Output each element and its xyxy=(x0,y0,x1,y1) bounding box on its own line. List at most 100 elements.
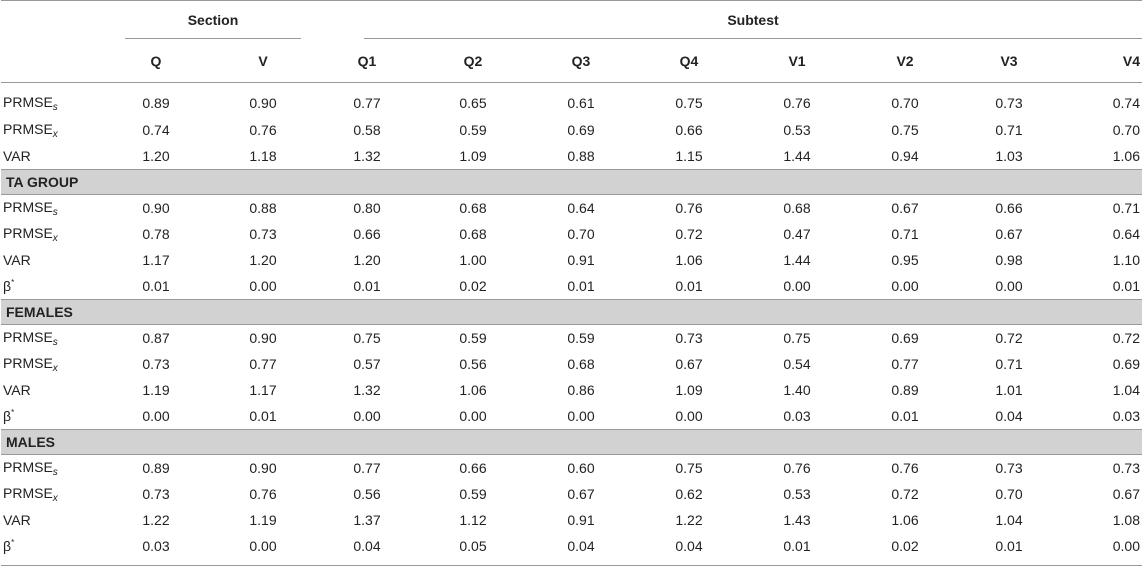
group-name: TA GROUP xyxy=(1,169,1142,195)
table-cell: 0.68 xyxy=(459,200,487,216)
table-cell: 0.80 xyxy=(353,200,381,216)
table-cell: 0.76 xyxy=(783,460,811,476)
table-cell: 1.22 xyxy=(675,512,703,528)
table-cell: 0.60 xyxy=(567,460,595,476)
col-header-v4: V4 xyxy=(1059,39,1142,83)
table-cell: 1.19 xyxy=(142,382,170,398)
table-cell: 0.78 xyxy=(142,226,170,242)
table-cell: 0.73 xyxy=(1112,460,1140,476)
table-cell: 1.19 xyxy=(249,512,277,528)
row-label: VAR xyxy=(3,252,31,268)
group-header: FEMALES xyxy=(1,299,1142,325)
table-row: β* 0.01 0.00 0.01 0.02 0.01 0.01 0.00 0.00 0.00 0.… xyxy=(1,273,1142,300)
table-cell: 0.02 xyxy=(891,538,919,554)
table-cell: 0.01 xyxy=(142,278,170,294)
group-header-row: Section Subtest xyxy=(1,1,1142,39)
table-cell: 0.76 xyxy=(891,460,919,476)
table-cell: 0.90 xyxy=(142,200,170,216)
table-cell: 0.66 xyxy=(675,122,703,138)
table-cell: 1.12 xyxy=(459,512,487,528)
col-header-v1: V1 xyxy=(743,39,851,83)
table-cell: 0.73 xyxy=(675,330,703,346)
table-row: VAR 1.22 1.19 1.37 1.12 0.91 1.22 1.43 1.06 1.04 1… xyxy=(1,507,1142,533)
table-cell: 0.03 xyxy=(783,408,811,424)
row-label: VAR xyxy=(3,148,31,164)
table-cell: 0.71 xyxy=(891,226,919,242)
table-cell: 0.53 xyxy=(783,122,811,138)
table-cell: 1.37 xyxy=(353,512,381,528)
table-cell: 0.73 xyxy=(142,356,170,372)
table-cell: 1.32 xyxy=(353,382,381,398)
table-cell: 0.02 xyxy=(459,278,487,294)
row-label: PRMSEs xyxy=(3,93,58,113)
table-cell: 0.61 xyxy=(567,95,595,111)
column-header-row: Q V Q1 Q2 Q3 Q4 V1 V2 V3 V4 xyxy=(1,39,1142,83)
row-label: PRMSEx xyxy=(3,484,58,504)
table-cell: 1.22 xyxy=(142,512,170,528)
table-row: β* 0.00 0.01 0.00 0.00 0.00 0.00 0.03 0.01 0.04 0.… xyxy=(1,403,1142,430)
table-cell: 1.44 xyxy=(783,252,811,268)
col-header-q3: Q3 xyxy=(527,39,635,83)
table-cell: 1.32 xyxy=(353,148,381,164)
table-cell: 0.75 xyxy=(783,330,811,346)
row-label: VAR xyxy=(3,382,31,398)
table-cell: 0.47 xyxy=(783,226,811,242)
table-cell: 0.67 xyxy=(675,356,703,372)
col-header-q: Q xyxy=(101,39,211,83)
table-cell: 0.04 xyxy=(675,538,703,554)
table-cell: 0.00 xyxy=(353,408,381,424)
table-cell: 0.94 xyxy=(891,148,919,164)
table-cell: 0.04 xyxy=(353,538,381,554)
table-cell: 1.00 xyxy=(459,252,487,268)
table-row: PRMSEx 0.78 0.73 0.66 0.68 0.70 0.72 0.47 0.71 0.… xyxy=(1,221,1142,247)
table-cell: 0.73 xyxy=(995,460,1023,476)
table-cell: 0.98 xyxy=(995,252,1023,268)
table-cell: 0.00 xyxy=(142,408,170,424)
table-cell: 0.01 xyxy=(567,278,595,294)
table-cell: 1.17 xyxy=(249,382,277,398)
table-cell: 0.75 xyxy=(675,460,703,476)
table-cell: 0.59 xyxy=(459,330,487,346)
table-cell: 0.75 xyxy=(675,95,703,111)
table-row: PRMSEs 0.89 0.90 0.77 0.65 0.61 0.75 0.76 0.70 0.… xyxy=(1,83,1142,118)
table-cell: 1.17 xyxy=(142,252,170,268)
table-cell: 0.05 xyxy=(459,538,487,554)
table-cell: 0.57 xyxy=(353,356,381,372)
col-header-q2: Q2 xyxy=(419,39,527,83)
table-cell: 0.00 xyxy=(891,278,919,294)
section-group-header: Section xyxy=(101,1,315,39)
col-header-q1: Q1 xyxy=(315,39,419,83)
table-cell: 1.06 xyxy=(459,382,487,398)
table-cell: 0.59 xyxy=(459,486,487,502)
table-cell: 0.70 xyxy=(567,226,595,242)
table-cell: 0.76 xyxy=(249,486,277,502)
table-row: VAR 1.17 1.20 1.20 1.00 0.91 1.06 1.44 0.95 0.98 1… xyxy=(1,247,1142,273)
table-cell: 0.74 xyxy=(1112,95,1140,111)
table-cell: 0.64 xyxy=(1112,226,1140,242)
table-cell: 0.68 xyxy=(567,356,595,372)
table-cell: 0.00 xyxy=(675,408,703,424)
table-cell: 0.00 xyxy=(567,408,595,424)
table-cell: 0.75 xyxy=(891,122,919,138)
table-cell: 1.20 xyxy=(249,252,277,268)
table-cell: 0.75 xyxy=(353,330,381,346)
table-cell: 1.06 xyxy=(1112,148,1140,164)
table-cell: 1.08 xyxy=(1112,512,1140,528)
table-cell: 0.70 xyxy=(995,486,1023,502)
table-cell: 0.73 xyxy=(995,95,1023,111)
table-cell: 0.67 xyxy=(567,486,595,502)
table-cell: 0.01 xyxy=(995,538,1023,554)
table-cell: 0.72 xyxy=(675,226,703,242)
table-cell: 0.01 xyxy=(353,278,381,294)
table-cell: 0.59 xyxy=(459,122,487,138)
table-cell: 0.66 xyxy=(353,226,381,242)
table-body: PRMSEs 0.89 0.90 0.77 0.65 0.61 0.75 0.76 0.70 0.… xyxy=(1,83,1142,566)
table-cell: 0.76 xyxy=(249,122,277,138)
table-cell: 0.01 xyxy=(1112,278,1140,294)
table-cell: 1.03 xyxy=(995,148,1023,164)
table-cell: 0.76 xyxy=(675,200,703,216)
table-cell: 1.01 xyxy=(995,382,1023,398)
table-row: PRMSEs 0.87 0.90 0.75 0.59 0.59 0.73 0.75 0.69 0.… xyxy=(1,325,1142,352)
table-cell: 0.88 xyxy=(249,200,277,216)
table-cell: 0.01 xyxy=(675,278,703,294)
